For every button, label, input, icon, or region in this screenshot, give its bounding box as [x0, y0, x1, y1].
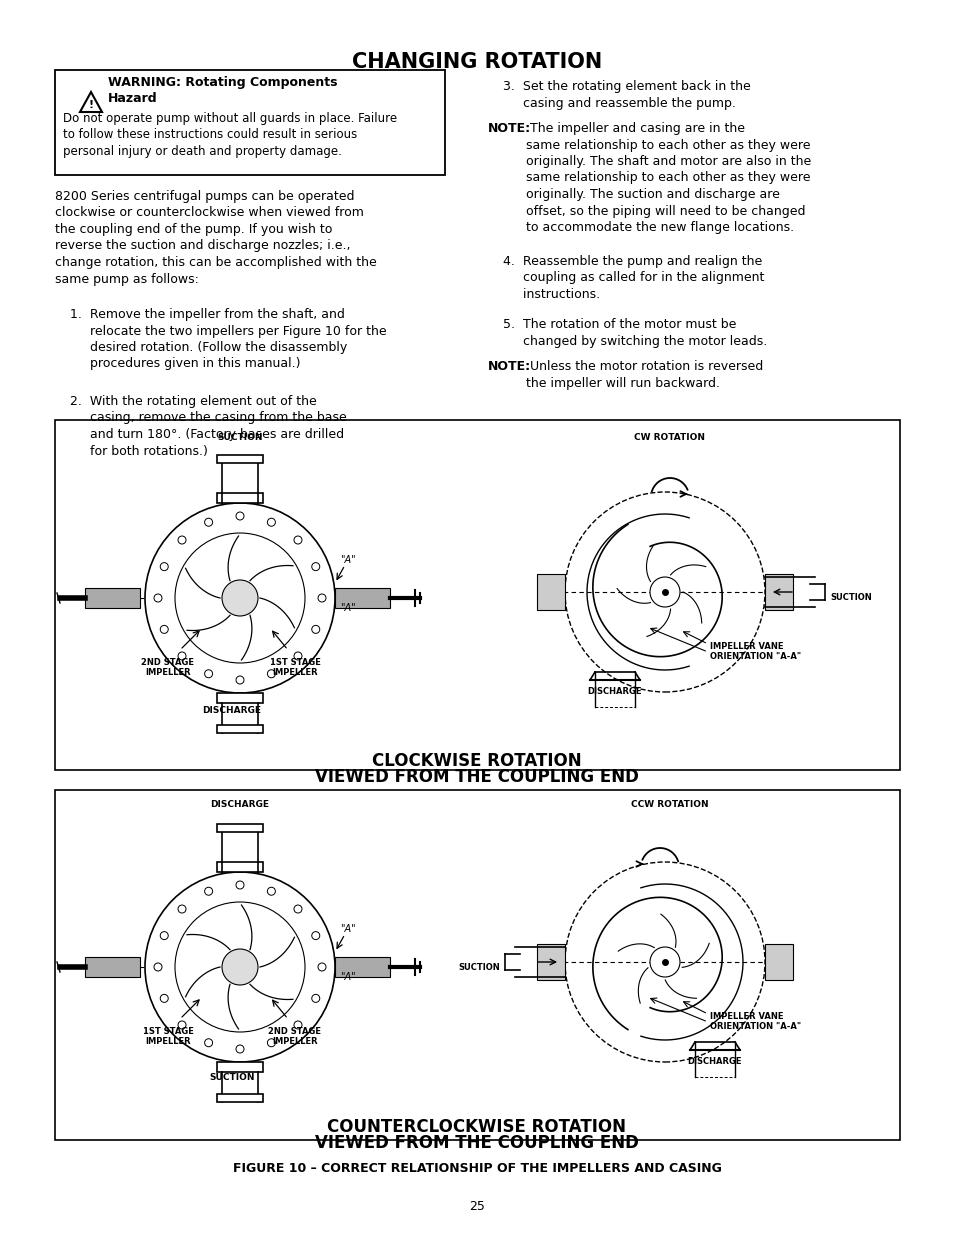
Text: 3.  Set the rotating element back in the
     casing and reassemble the pump.: 3. Set the rotating element back in the …: [502, 80, 750, 110]
Text: DISCHARGE: DISCHARGE: [202, 706, 261, 715]
Text: 8200 Series centrifugal pumps can be operated
clockwise or counterclockwise when: 8200 Series centrifugal pumps can be ope…: [55, 190, 376, 285]
Text: !: !: [89, 100, 93, 110]
Bar: [216, 725, 263, 734]
Text: "A": "A": [339, 924, 355, 934]
Bar: [55, 420, 899, 769]
Text: VIEWED FROM THE COUPLING END: VIEWED FROM THE COUPLING END: [314, 768, 639, 785]
Text: 1ST STAGE
IMPELLER: 1ST STAGE IMPELLER: [270, 658, 320, 678]
Bar: [537, 944, 564, 981]
Bar: [764, 574, 792, 610]
Bar: [335, 957, 390, 977]
Text: The impeller and casing are in the
same relationship to each other as they were
: The impeller and casing are in the same …: [525, 122, 810, 233]
Text: VIEWED FROM THE COUPLING END: VIEWED FROM THE COUPLING END: [314, 1134, 639, 1152]
Bar: [216, 493, 263, 503]
Text: FIGURE 10 – CORRECT RELATIONSHIP OF THE IMPELLERS AND CASING: FIGURE 10 – CORRECT RELATIONSHIP OF THE …: [233, 1162, 720, 1174]
Text: DISCHARGE: DISCHARGE: [587, 687, 641, 697]
Bar: [335, 588, 390, 608]
Text: SUCTION: SUCTION: [209, 1073, 254, 1082]
Text: NOTE:: NOTE:: [488, 359, 531, 373]
Circle shape: [222, 948, 257, 986]
Text: 5.  The rotation of the motor must be
     changed by switching the motor leads.: 5. The rotation of the motor must be cha…: [502, 317, 766, 347]
Text: 4.  Reassemble the pump and realign the
     coupling as called for in the align: 4. Reassemble the pump and realign the c…: [502, 254, 763, 301]
Bar: [216, 693, 263, 703]
Text: DISCHARGE: DISCHARGE: [211, 800, 269, 809]
Circle shape: [222, 580, 257, 616]
Text: 2.  With the rotating element out of the
     casing, remove the casing from the: 2. With the rotating element out of the …: [70, 395, 346, 457]
Text: SUCTION: SUCTION: [457, 962, 499, 972]
Text: IMPELLER VANE
ORIENTATION "A-A": IMPELLER VANE ORIENTATION "A-A": [709, 642, 801, 662]
Text: 2ND STAGE
IMPELLER: 2ND STAGE IMPELLER: [268, 1028, 321, 1046]
Text: 25: 25: [469, 1200, 484, 1213]
Text: DISCHARGE: DISCHARGE: [687, 1057, 741, 1066]
Text: NOTE:: NOTE:: [488, 122, 531, 135]
Text: 1.  Remove the impeller from the shaft, and
     relocate the two impellers per : 1. Remove the impeller from the shaft, a…: [70, 308, 386, 370]
Bar: [216, 1094, 263, 1102]
Text: Do not operate pump without all guards in place. Failure
to follow these instruc: Do not operate pump without all guards i…: [63, 112, 396, 158]
Text: Unless the motor rotation is reversed
the impeller will run backward.: Unless the motor rotation is reversed th…: [525, 359, 762, 389]
Text: CCW ROTATION: CCW ROTATION: [631, 800, 708, 809]
Text: 1ST STAGE
IMPELLER: 1ST STAGE IMPELLER: [142, 1028, 193, 1046]
Text: "A": "A": [339, 555, 355, 564]
Circle shape: [649, 577, 679, 606]
Text: IMPELLER VANE
ORIENTATION "A-A": IMPELLER VANE ORIENTATION "A-A": [709, 1011, 801, 1031]
Bar: [55, 790, 899, 1140]
Bar: [764, 944, 792, 981]
Text: 2ND STAGE
IMPELLER: 2ND STAGE IMPELLER: [141, 658, 194, 678]
Text: CHANGING ROTATION: CHANGING ROTATION: [352, 52, 601, 72]
Text: "A": "A": [339, 972, 355, 982]
Text: SUCTION: SUCTION: [829, 593, 871, 601]
Text: WARNING: Rotating Components
Hazard: WARNING: Rotating Components Hazard: [108, 77, 337, 105]
Text: "A": "A": [339, 603, 355, 613]
Circle shape: [649, 947, 679, 977]
Bar: [216, 862, 263, 872]
Bar: [85, 957, 140, 977]
Text: CW ROTATION: CW ROTATION: [634, 433, 705, 442]
Text: SUCTION: SUCTION: [217, 433, 262, 442]
Bar: [85, 588, 140, 608]
Polygon shape: [80, 91, 102, 112]
Bar: [216, 454, 263, 463]
Bar: [537, 574, 564, 610]
Bar: [216, 1062, 263, 1072]
Text: CLOCKWISE ROTATION: CLOCKWISE ROTATION: [372, 752, 581, 769]
Bar: [216, 824, 263, 832]
Bar: [55, 70, 444, 175]
Text: COUNTERCLOCKWISE ROTATION: COUNTERCLOCKWISE ROTATION: [327, 1118, 626, 1136]
